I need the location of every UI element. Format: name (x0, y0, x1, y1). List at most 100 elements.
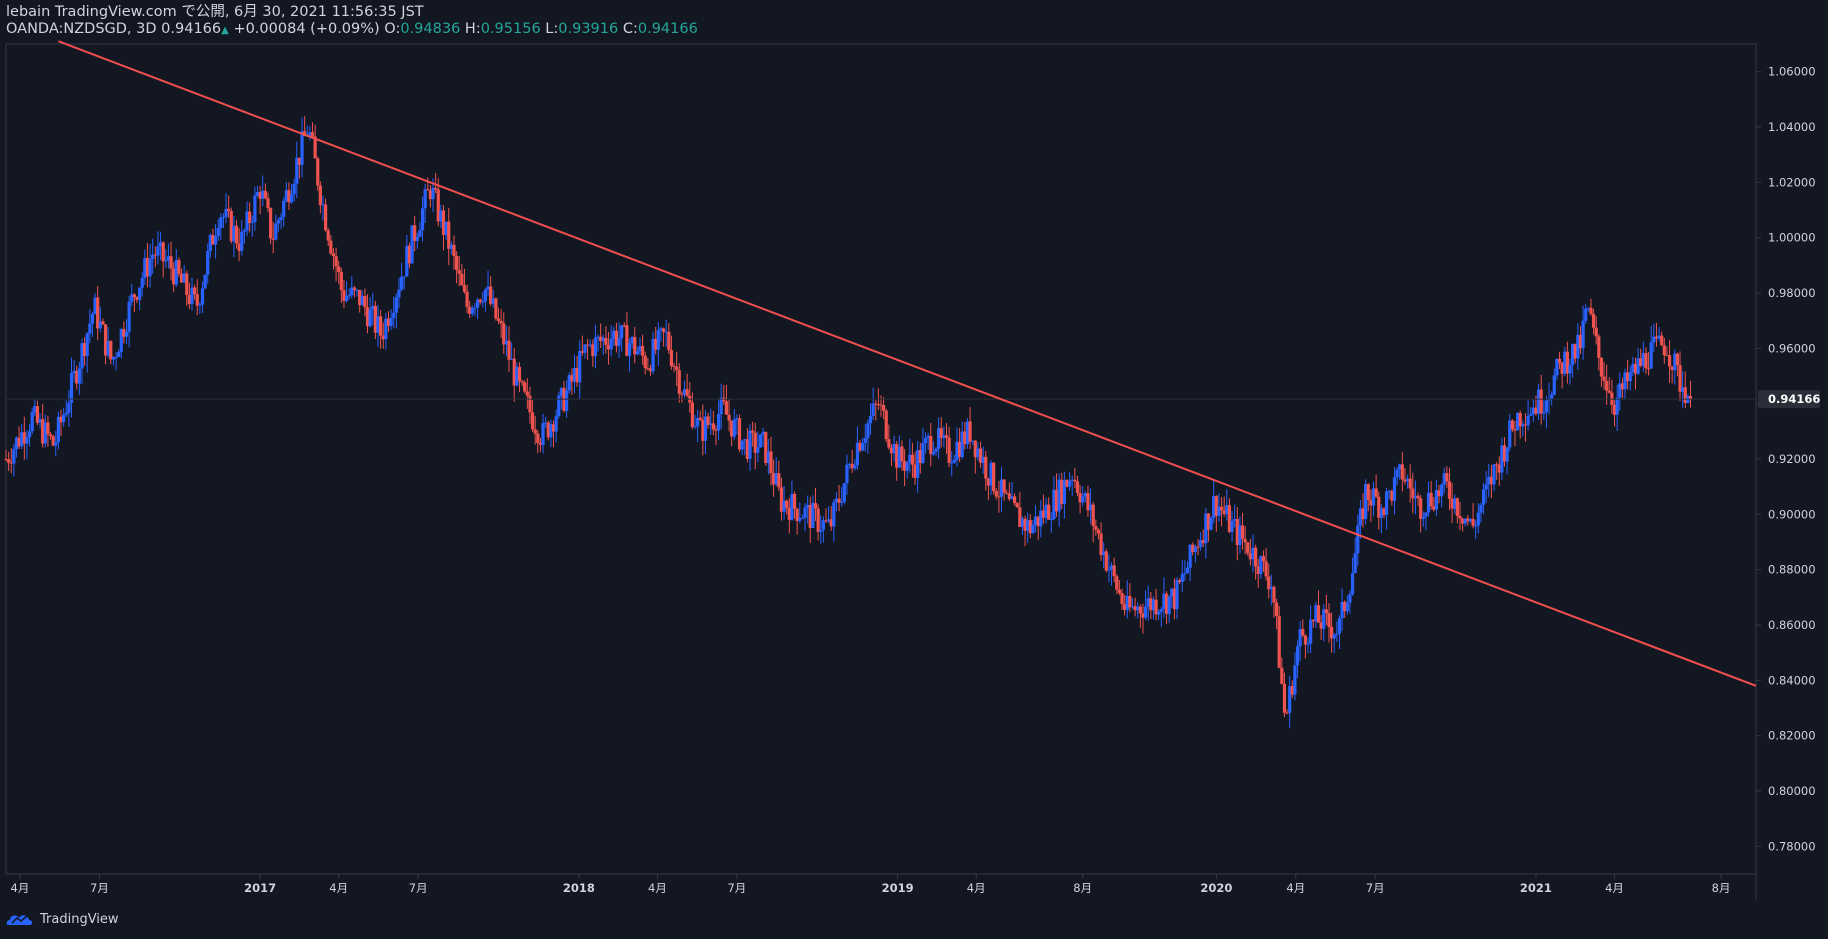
candle-body (900, 446, 904, 462)
candle-body (1455, 498, 1459, 516)
candle-down (520, 379, 524, 387)
candle-up (242, 228, 246, 244)
candle-body (318, 185, 322, 206)
candle-body (743, 439, 747, 441)
candle-down (1408, 464, 1412, 503)
candle-body (876, 404, 880, 406)
candle-down (379, 310, 383, 349)
candle-body (172, 268, 176, 285)
candle-up (143, 249, 147, 285)
candle-down (779, 477, 784, 521)
price-axis[interactable]: 0.78000 0.80000 0.82000 0.84000 0.86000 0.880… (1756, 65, 1816, 854)
candle-body (1151, 599, 1156, 611)
candle-body (1256, 566, 1260, 574)
candle-down (528, 386, 532, 424)
candle-up (868, 403, 873, 435)
candle-down (604, 326, 608, 354)
candle-body (1301, 629, 1305, 636)
candle-body (1500, 445, 1504, 473)
candle-up (77, 361, 81, 395)
candle-body (27, 431, 32, 438)
chart-header: lebain TradingView.com で公開, 6月 30, 2021 … (6, 4, 698, 39)
candle-body (431, 187, 435, 200)
candle-body (1681, 387, 1685, 392)
candle-down (17, 426, 21, 449)
candle-up (703, 410, 708, 454)
candle-down (339, 267, 343, 304)
candle-body (240, 231, 244, 251)
candle-body (976, 448, 980, 458)
candle-body (902, 461, 907, 471)
candle-body (1665, 355, 1669, 357)
trendline[interactable] (58, 40, 1757, 687)
candle-body (46, 422, 50, 435)
candle-body (198, 304, 202, 306)
price-axis-label: 0.86000 (1768, 618, 1816, 632)
candle-down (177, 257, 181, 278)
candle-down (706, 412, 710, 429)
candle-down (1688, 380, 1693, 408)
candle-down (352, 285, 357, 298)
candle-down (101, 318, 105, 326)
candle-down (454, 251, 459, 284)
candle-up (1542, 400, 1546, 421)
close-value: 0.94166 (637, 21, 698, 37)
symbol-name[interactable]: OANDA:NZDSGD, 3D (6, 21, 157, 37)
candle-body (1023, 518, 1027, 531)
candle-up (12, 444, 16, 477)
candle-body (316, 158, 320, 186)
candle-body (1408, 478, 1412, 489)
candle-up (1335, 621, 1339, 642)
candle-body (1209, 517, 1213, 530)
candle-body (1154, 599, 1158, 615)
candle-up (54, 430, 58, 457)
candle-up (1306, 637, 1310, 654)
candle-body (599, 336, 603, 342)
candle-body (1094, 526, 1098, 530)
candle-body (916, 450, 920, 478)
candle-body (399, 276, 404, 290)
candle-up (656, 322, 660, 366)
candle-body (1057, 479, 1061, 512)
candle-body (1505, 447, 1509, 462)
candle-body (1599, 357, 1604, 377)
candle-up (420, 196, 425, 242)
candle-down (263, 183, 267, 200)
candle-up (1180, 559, 1184, 592)
candle-body (504, 340, 508, 345)
time-axis-label: 2019 (882, 881, 914, 895)
candle-body (308, 132, 312, 136)
candle-down (643, 351, 647, 375)
candle-body (625, 325, 629, 356)
candle-down (468, 300, 472, 318)
candle-down (447, 207, 451, 266)
trendline-layer[interactable] (58, 40, 1757, 687)
candle-body (614, 330, 619, 346)
candle-up (861, 437, 865, 452)
candle-body (1322, 609, 1326, 629)
candle-up (1146, 585, 1150, 622)
candle-body (1369, 499, 1373, 506)
candle-body (840, 501, 844, 503)
candle-up (847, 462, 852, 470)
candle-up (971, 440, 975, 446)
candle-body (1652, 336, 1656, 343)
candle-up (1314, 601, 1318, 629)
candle-body (1240, 525, 1245, 539)
candle-up (1623, 368, 1627, 400)
candle-down (227, 195, 231, 218)
candle-up (473, 303, 477, 317)
candle-down (1099, 522, 1103, 561)
tradingview-logo-icon (6, 915, 33, 925)
candle-up (213, 224, 218, 259)
candle-body (1536, 389, 1541, 414)
candle-body (69, 373, 74, 403)
candle-up (1175, 577, 1179, 620)
candle-body (1280, 667, 1284, 684)
candle-up (1217, 493, 1221, 522)
candle-up (1209, 516, 1213, 531)
candle-down (1096, 528, 1101, 540)
candle-body (263, 190, 267, 199)
time-axis[interactable]: 4月 7月 2017 4月 7月 2018 4月 7月 2019 4月 8月 2020 4月 7月 2021… (11, 874, 1731, 895)
